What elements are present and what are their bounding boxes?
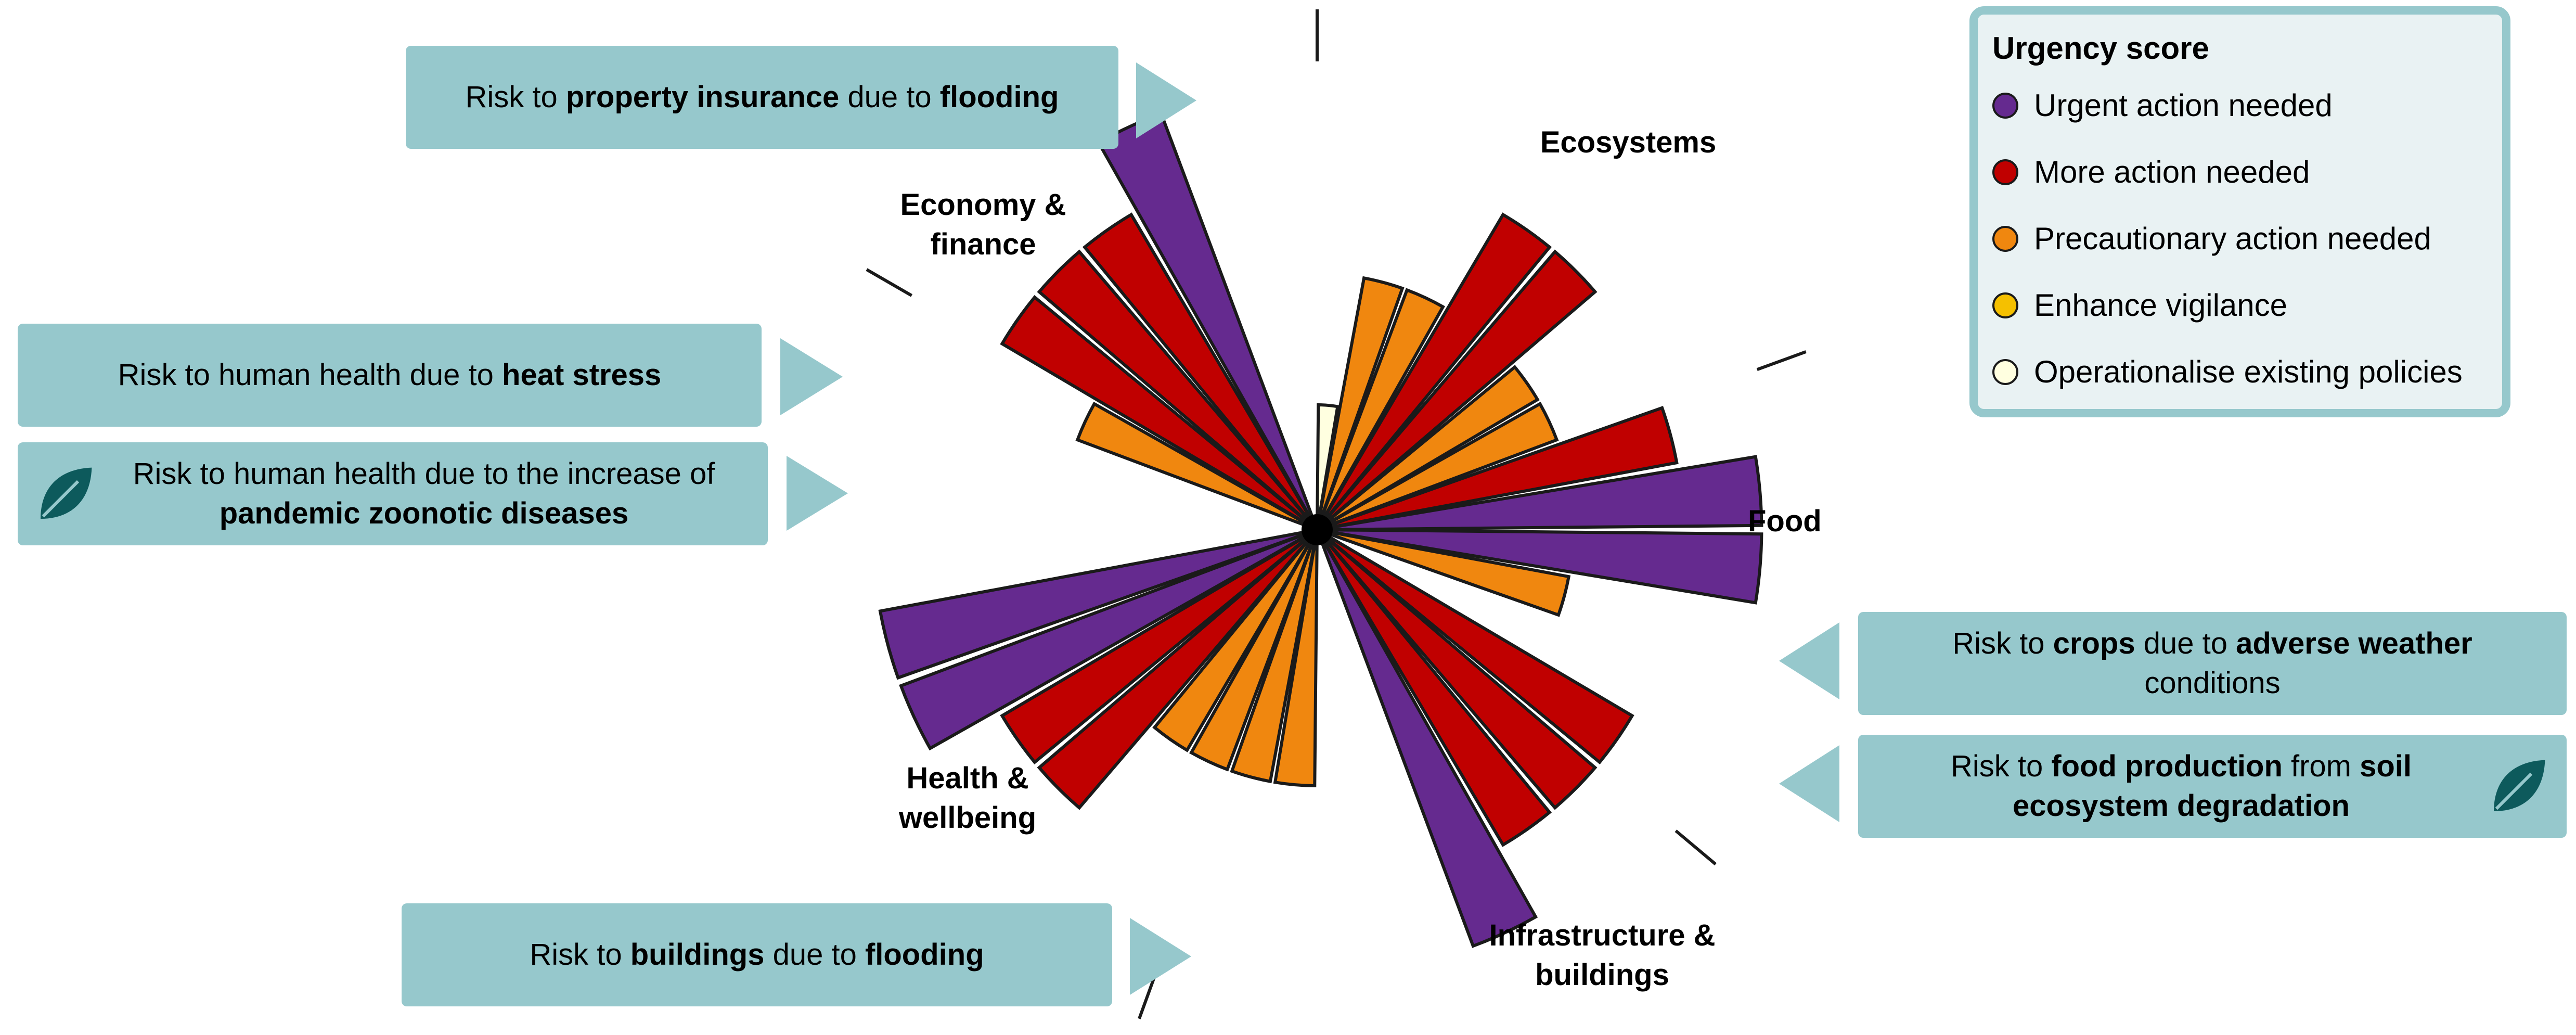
category-label-health: Health & wellbeing: [864, 759, 1072, 838]
legend-item: Operationalise existing policies: [1992, 354, 2463, 390]
polar-bar: [1075, 402, 1318, 531]
category-label-infrastructure: Infrastructure & buildings: [1446, 916, 1758, 995]
bars-group: [878, 111, 1763, 948]
callout-crops: Risk to crops due to adverse weather cond…: [1858, 612, 2567, 715]
polar-bar: [1316, 528, 1634, 765]
legend-label: Precautionary action needed: [2034, 221, 2431, 256]
triangle-arrow-icon: [780, 338, 843, 415]
polar-bar: [1152, 529, 1319, 752]
polar-bar: [1316, 529, 1538, 948]
category-text: Infrastructure &: [1489, 918, 1716, 952]
category-text: Health &: [906, 761, 1029, 795]
legend: Urgency score Urgent action needed More …: [1969, 6, 2510, 417]
leaf-icon: [2494, 760, 2545, 811]
legend-item: Urgent action needed: [1992, 87, 2333, 123]
polar-bar: [1316, 212, 1552, 531]
legend-label: Urgent action needed: [2034, 88, 2333, 123]
chart-center: [1302, 514, 1333, 545]
polar-bar: [1082, 212, 1319, 531]
legend-item: Precautionary action needed: [1992, 221, 2431, 257]
leaf-icon: [41, 467, 92, 519]
legend-item: Enhance vigilance: [1992, 287, 2287, 323]
category-separator: [1675, 829, 1717, 866]
polar-bar: [1316, 365, 1540, 531]
polar-bar: [1316, 276, 1405, 530]
category-text: Food: [1748, 504, 1822, 538]
polar-bar: [878, 528, 1318, 680]
polar-bar: [1037, 249, 1319, 531]
polar-bar: [1037, 528, 1319, 810]
legend-title: Urgency score: [1992, 31, 2209, 66]
callout-heat-stress: Risk to human health due to heat stress: [18, 324, 762, 427]
category-text: Ecosystems: [1540, 125, 1717, 159]
callout-zoonotic-diseases: Risk to human health due to the increase…: [18, 442, 768, 545]
callout-soil-degradation: Risk to food production from soil ecosyst…: [1858, 735, 2567, 838]
category-text: finance: [930, 227, 1036, 261]
polar-bar: [899, 528, 1318, 751]
legend-swatch: [1992, 159, 2018, 185]
polar-bar: [1316, 249, 1598, 531]
callout-text: Risk to buildings due to flooding: [530, 938, 984, 972]
category-text: wellbeing: [898, 801, 1037, 835]
polar-bar: [1317, 455, 1763, 531]
category-label-ecosystems: Ecosystems: [1524, 123, 1732, 162]
triangle-arrow-icon: [1136, 62, 1196, 138]
polar-bar: [1000, 528, 1318, 765]
legend-label: Enhance vigilance: [2034, 288, 2288, 323]
legend-label: More action needed: [2034, 155, 2310, 189]
category-text: buildings: [1535, 958, 1669, 992]
legend-label: Operationalise existing policies: [2034, 354, 2463, 389]
category-separator: [1756, 350, 1807, 372]
category-label-food: Food: [1748, 502, 1956, 541]
polar-bar: [1316, 402, 1559, 531]
category-separator: [866, 268, 913, 297]
legend-swatch: [1992, 92, 2018, 119]
polar-bar: [1230, 529, 1319, 784]
callout-text: Risk to food production from soil ecosyst…: [1950, 749, 2412, 823]
callout-text: Risk to human health due to heat stress: [118, 358, 662, 392]
polar-bar: [1189, 529, 1319, 772]
polar-bar: [1317, 405, 1679, 531]
triangle-arrow-icon: [1779, 622, 1839, 699]
category-text: Economy &: [900, 188, 1066, 222]
callout-buildings-flooding: Risk to buildings due to flooding: [402, 903, 1112, 1006]
legend-swatch: [1992, 292, 2018, 318]
callout-property-insurance: Risk to property insurance due to floodi…: [406, 46, 1118, 149]
polar-bar: [1316, 288, 1445, 531]
callout-text: Risk to crops due to adverse weather cond…: [1952, 627, 2472, 700]
triangle-arrow-icon: [1130, 918, 1191, 995]
polar-bar: [1000, 295, 1318, 531]
polar-bar: [1317, 528, 1763, 605]
polar-bar: [1317, 528, 1571, 617]
polar-bar: [1316, 528, 1598, 810]
triangle-arrow-icon: [1779, 745, 1839, 822]
callout-text: Risk to property insurance due to floodi…: [465, 80, 1059, 114]
polar-bar: [1316, 529, 1552, 847]
category-label-economy: Economy & finance: [864, 185, 1103, 264]
legend-swatch: [1992, 359, 2018, 385]
callout-text: Risk to human health due to the increase…: [133, 457, 715, 530]
triangle-arrow-icon: [787, 456, 848, 531]
legend-item: More action needed: [1992, 154, 2310, 190]
legend-swatch: [1992, 225, 2018, 252]
